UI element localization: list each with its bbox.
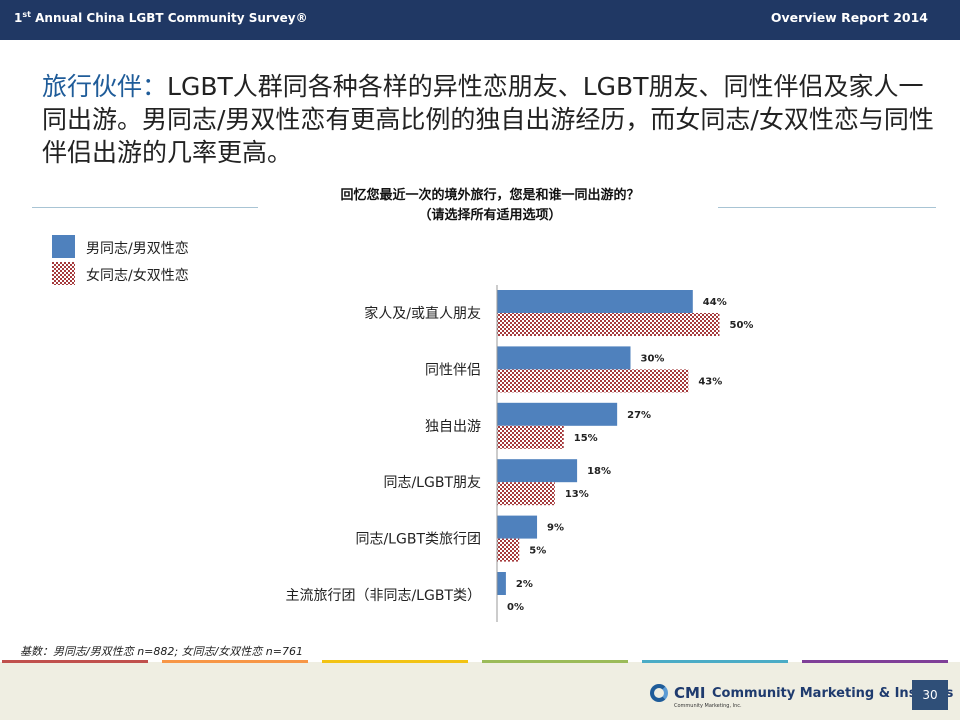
- category-label: 独自出游: [425, 419, 481, 435]
- data-label: 0%: [507, 602, 524, 613]
- brand-full: Community Marketing & Insights: [712, 686, 954, 701]
- brand-sub: Community Marketing, Inc.: [674, 703, 742, 709]
- survey-title: 1st Annual China LGBT Community Survey®: [14, 10, 308, 25]
- data-label: 15%: [574, 433, 598, 444]
- headline-text: LGBT人群同各种各样的异性恋朋友、LGBT朋友、同性伴侣及家人一同出游。男同志…: [42, 72, 934, 167]
- title-rule-left: [32, 207, 258, 208]
- category-label: 同性伴侣: [425, 362, 481, 378]
- chart-subtitle: （请选择所有适用选项）: [418, 208, 562, 223]
- bar-chart: 家人及/或直人朋友 44% 50% 同性伴侣 30% 43% 独自出游 27% 15% 同志/LG…: [285, 285, 754, 622]
- bar-series-1: [497, 346, 631, 370]
- data-label: 18%: [587, 466, 611, 477]
- data-label: 30%: [641, 353, 665, 364]
- data-label: 50%: [730, 320, 754, 331]
- category-label: 主流旅行团（非同志/LGBT类）: [285, 588, 481, 604]
- category-label: 同志/LGBT朋友: [383, 475, 481, 491]
- category-label: 同志/LGBT类旅行团: [355, 532, 481, 548]
- legend-label-series-1: 男同志/男双性恋: [86, 241, 189, 257]
- category-label: 家人及/或直人朋友: [364, 305, 481, 322]
- bar-series-1: [497, 459, 578, 483]
- brand-short: CMI: [674, 684, 706, 702]
- data-label: 44%: [703, 297, 727, 308]
- footnote: 基数：男同志/男双性恋 n=882; 女同志/女双性恋 n=761: [20, 645, 303, 658]
- legend-label-series-2: 女同志/女双性恋: [86, 268, 189, 284]
- footer-color-line: [482, 660, 628, 663]
- report-title: Overview Report 2014: [770, 10, 928, 25]
- title-rule-right: [718, 207, 936, 208]
- footer-color-line: [802, 660, 948, 663]
- data-label: 27%: [627, 410, 651, 421]
- footer: [0, 662, 960, 720]
- data-label: 2%: [516, 579, 533, 590]
- data-label: 9%: [547, 523, 564, 534]
- bar-series-1: [497, 402, 618, 426]
- headline-lead: 旅行伙伴：: [42, 72, 168, 101]
- logo-circle-icon: [650, 684, 668, 702]
- chart-title: 回忆您最近一次的境外旅行，您是和谁一同出游的？: [340, 188, 640, 203]
- page-number: 30: [912, 680, 948, 710]
- footer-color-line: [322, 660, 468, 663]
- legend-swatch-solid: [52, 235, 75, 258]
- headline: 旅行伙伴：LGBT人群同各种各样的异性恋朋友、LGBT朋友、同性伴侣及家人一同出…: [42, 70, 942, 169]
- bar-series-2: [497, 313, 720, 336]
- data-label: 5%: [529, 546, 546, 557]
- legend-swatch-hatched: [52, 262, 75, 285]
- footer-color-line: [2, 660, 148, 663]
- bar-series-2: [497, 369, 689, 393]
- footer-color-line: [642, 660, 788, 663]
- data-label: 13%: [565, 489, 589, 500]
- bar-series-1: [497, 515, 538, 539]
- bar-series-2: [497, 538, 520, 562]
- bar-series-2: [497, 425, 564, 449]
- bar-series-1: [497, 290, 693, 313]
- header-bar: 1st Annual China LGBT Community Survey® …: [0, 0, 960, 40]
- data-label: 43%: [698, 376, 722, 387]
- bar-series-1: [497, 572, 506, 595]
- footer-color-line: [162, 660, 308, 663]
- bar-series-2: [497, 482, 555, 506]
